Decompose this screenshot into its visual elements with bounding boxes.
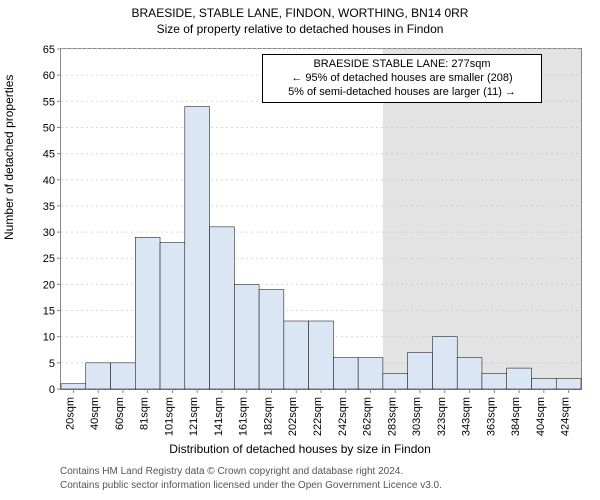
svg-text:283sqm: 283sqm (386, 397, 398, 436)
svg-text:20: 20 (43, 279, 55, 291)
svg-text:182sqm: 182sqm (262, 397, 274, 436)
svg-text:323sqm: 323sqm (436, 397, 448, 436)
callout-line3: 5% of semi-detached houses are larger (1… (269, 86, 535, 100)
svg-text:35: 35 (43, 201, 55, 213)
footer-line2: Contains public sector information licen… (60, 480, 442, 491)
x-axis-label: Distribution of detached houses by size … (0, 442, 600, 456)
svg-text:81sqm: 81sqm (139, 397, 151, 430)
svg-text:20sqm: 20sqm (64, 397, 76, 430)
svg-text:424sqm: 424sqm (560, 397, 572, 436)
svg-text:50: 50 (43, 122, 55, 134)
footer-line1: Contains HM Land Registry data © Crown c… (60, 466, 403, 477)
svg-text:60: 60 (43, 70, 55, 82)
svg-text:10: 10 (43, 332, 55, 344)
svg-text:0: 0 (49, 384, 55, 396)
svg-text:65: 65 (43, 44, 55, 56)
chart-title: BRAESIDE, STABLE LANE, FINDON, WORTHING,… (0, 6, 600, 20)
svg-text:15: 15 (43, 306, 55, 318)
svg-text:161sqm: 161sqm (238, 397, 250, 436)
svg-text:121sqm: 121sqm (188, 397, 200, 436)
callout-line2: ← 95% of detached houses are smaller (20… (269, 72, 535, 86)
svg-text:40sqm: 40sqm (89, 397, 101, 430)
svg-text:5: 5 (49, 358, 55, 370)
svg-text:404sqm: 404sqm (535, 397, 547, 436)
svg-text:30: 30 (43, 227, 55, 239)
svg-text:384sqm: 384sqm (510, 397, 522, 436)
svg-text:343sqm: 343sqm (461, 397, 473, 436)
svg-text:25: 25 (43, 253, 55, 265)
callout-box: BRAESIDE STABLE LANE: 277sqm ← 95% of de… (262, 54, 542, 103)
svg-text:222sqm: 222sqm (312, 397, 324, 436)
callout-line1: BRAESIDE STABLE LANE: 277sqm (269, 58, 535, 72)
y-axis-label: Number of detached properties (2, 75, 16, 240)
svg-text:40: 40 (43, 175, 55, 187)
svg-text:363sqm: 363sqm (485, 397, 497, 436)
svg-text:202sqm: 202sqm (287, 397, 299, 436)
svg-text:55: 55 (43, 96, 55, 108)
svg-text:242sqm: 242sqm (337, 397, 349, 436)
svg-text:60sqm: 60sqm (114, 397, 126, 430)
svg-text:141sqm: 141sqm (213, 397, 225, 436)
chart-subtitle: Size of property relative to detached ho… (0, 22, 600, 36)
svg-text:101sqm: 101sqm (163, 397, 175, 436)
svg-text:45: 45 (43, 149, 55, 161)
svg-text:303sqm: 303sqm (411, 397, 423, 436)
svg-text:262sqm: 262sqm (362, 397, 374, 436)
